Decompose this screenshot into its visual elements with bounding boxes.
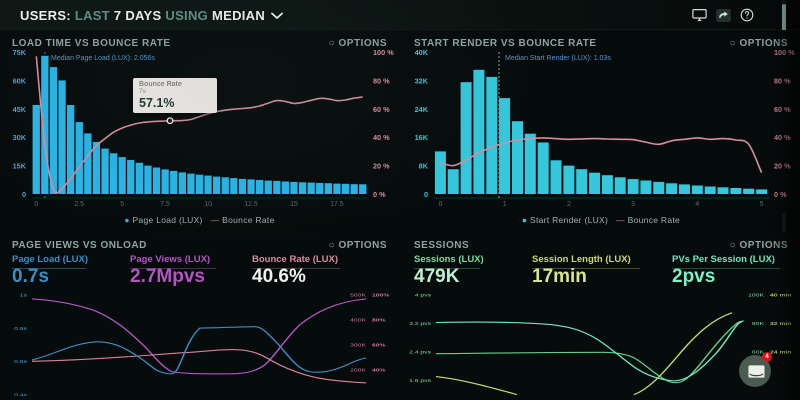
svg-text:16K: 16K — [415, 133, 429, 142]
svg-text:75K: 75K — [13, 48, 27, 57]
svg-text:12.5: 12.5 — [244, 201, 258, 208]
svg-text:8K: 8K — [419, 162, 429, 171]
svg-text:100 %: 100 % — [774, 48, 795, 57]
svg-text:30K: 30K — [13, 133, 27, 142]
svg-text:80K: 80K — [752, 322, 764, 327]
svg-text:400K: 400K — [350, 318, 366, 323]
svg-text:60K: 60K — [13, 76, 27, 85]
svg-text:0: 0 — [438, 201, 442, 208]
svg-text:0 %: 0 % — [373, 190, 386, 199]
svg-text:32K: 32K — [415, 76, 429, 85]
svg-text:40K: 40K — [415, 48, 429, 57]
svg-text:3: 3 — [631, 201, 635, 208]
svg-text:100K: 100K — [748, 293, 764, 298]
svg-text:0.8s: 0.8s — [14, 327, 27, 332]
svg-text:0.6s: 0.6s — [14, 360, 27, 365]
svg-text:0 %: 0 % — [774, 190, 787, 199]
svg-text:3.2 pvs: 3.2 pvs — [409, 322, 431, 327]
svg-text:4: 4 — [695, 201, 699, 208]
svg-text:2: 2 — [567, 201, 571, 208]
svg-text:1: 1 — [503, 201, 507, 208]
svg-text:40 min: 40 min — [770, 293, 792, 298]
svg-text:60 %: 60 % — [774, 105, 791, 114]
svg-text:10: 10 — [204, 201, 212, 208]
svg-text:0: 0 — [424, 190, 428, 199]
svg-text:24K: 24K — [415, 105, 429, 114]
svg-text:200K: 200K — [350, 368, 366, 373]
svg-text:Median Page Load (LUX): 2.056s: Median Page Load (LUX): 2.056s — [51, 55, 155, 62]
svg-text:5: 5 — [760, 201, 764, 208]
svg-text:500K: 500K — [350, 293, 366, 298]
svg-text:0.4s: 0.4s — [14, 393, 27, 396]
svg-text:17.5: 17.5 — [330, 201, 344, 208]
svg-text:0: 0 — [34, 201, 38, 208]
svg-text:5: 5 — [120, 201, 124, 208]
svg-text:1s: 1s — [20, 293, 27, 298]
svg-text:15: 15 — [290, 201, 298, 208]
svg-text:80 %: 80 % — [373, 76, 390, 85]
svg-text:24 min: 24 min — [770, 350, 792, 355]
svg-text:60 %: 60 % — [373, 105, 390, 114]
svg-text:100%: 100% — [372, 293, 390, 298]
svg-text:300K: 300K — [350, 343, 366, 348]
svg-text:2.5: 2.5 — [74, 201, 84, 208]
svg-text:15K: 15K — [13, 162, 27, 171]
svg-text:45K: 45K — [13, 105, 27, 114]
svg-text:0: 0 — [22, 190, 26, 199]
svg-text:100 %: 100 % — [373, 48, 394, 57]
svg-text:40%: 40% — [372, 368, 387, 373]
svg-text:7.5: 7.5 — [160, 201, 170, 208]
svg-text:4 pvs: 4 pvs — [415, 293, 431, 298]
svg-text:40 %: 40 % — [774, 133, 791, 142]
svg-text:1.6 pvs: 1.6 pvs — [409, 379, 431, 384]
svg-text:60%: 60% — [372, 343, 387, 348]
svg-text:40 %: 40 % — [373, 133, 390, 142]
svg-text:80 %: 80 % — [774, 76, 791, 85]
svg-text:Median Start Render (LUX): 1.0: Median Start Render (LUX): 1.03s — [505, 55, 611, 62]
svg-text:80%: 80% — [372, 318, 387, 323]
svg-text:20 %: 20 % — [774, 162, 791, 171]
svg-text:20 %: 20 % — [373, 162, 390, 171]
svg-text:32 min: 32 min — [770, 322, 792, 327]
svg-text:2.4 pvs: 2.4 pvs — [409, 350, 431, 355]
